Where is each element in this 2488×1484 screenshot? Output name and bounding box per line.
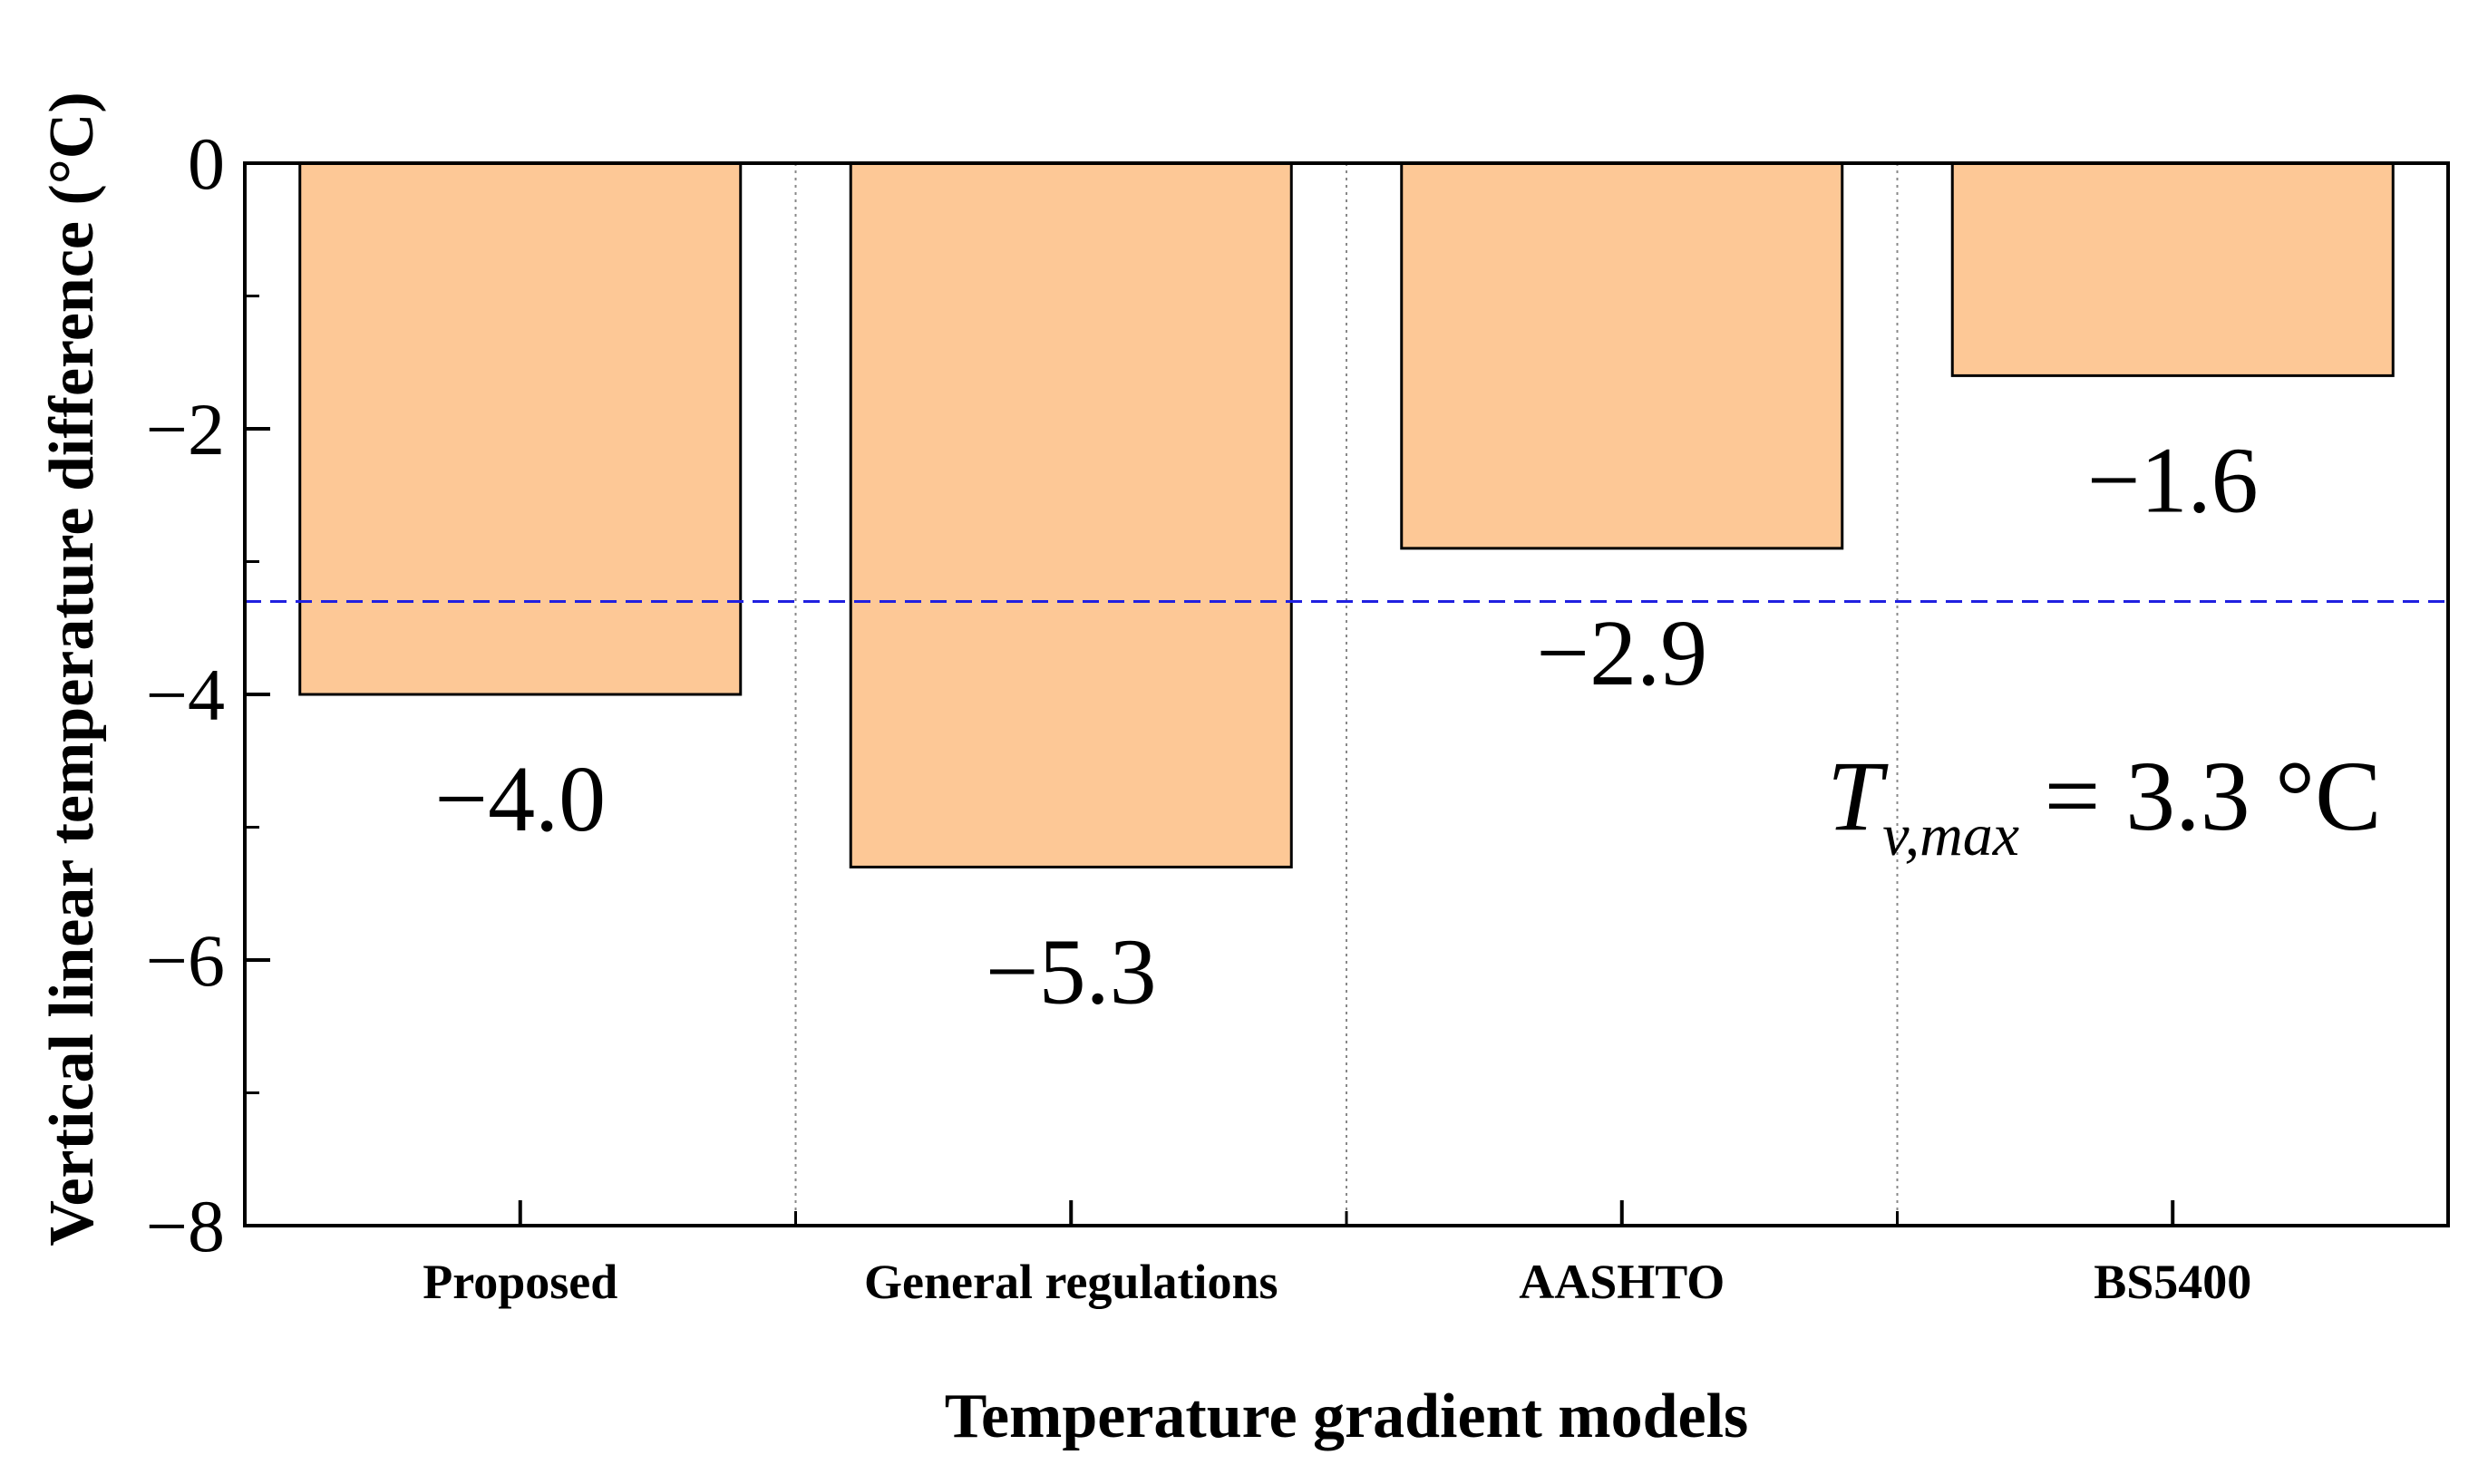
y-tick-label: 0	[188, 122, 225, 205]
x-axis-category-labels: Proposed General regulations AASHTO BS5400	[423, 1255, 2251, 1309]
y-tick-label: −8	[146, 1185, 225, 1267]
bar-bs5400	[1950, 161, 2395, 377]
y-axis-title: Vertical linear temperature difference (…	[37, 92, 107, 1246]
x-axis-ticks	[518, 1200, 2175, 1226]
data-label: −2.9	[1536, 601, 1707, 705]
y-tick-label: −6	[146, 919, 225, 1002]
x-category-label: Proposed	[423, 1255, 617, 1309]
y-axis-tick-labels: 0 −2 −4 −6 −8	[146, 122, 225, 1267]
y-axis-ticks	[245, 161, 270, 1227]
bar-proposed	[298, 161, 743, 696]
bar-aashto	[1400, 161, 1844, 550]
bars	[298, 161, 2395, 868]
data-labels: −4.0 −5.3 −2.9 −1.6	[434, 428, 2258, 1023]
annotation-rest: = 3.3 °C	[2019, 741, 2381, 851]
tvmax-annotation: Tv,max = 3.3 °C	[1827, 741, 2381, 868]
annotation-main: T	[1827, 741, 1889, 851]
annotation-subscript: v,max	[1882, 802, 2019, 868]
bar-general-regulations	[849, 161, 1293, 868]
category-separators	[794, 163, 1899, 1226]
y-tick-label: −2	[146, 388, 225, 470]
data-label: −5.3	[986, 919, 1157, 1023]
y-tick-label: −4	[146, 654, 225, 736]
data-label: −1.6	[2087, 428, 2259, 532]
x-category-label: AASHTO	[1519, 1255, 1725, 1309]
x-category-label: General regulations	[864, 1255, 1278, 1309]
x-category-label: BS5400	[2094, 1255, 2251, 1309]
x-axis-title: Temperature gradient models	[945, 1382, 1749, 1451]
data-label: −4.0	[434, 747, 606, 851]
